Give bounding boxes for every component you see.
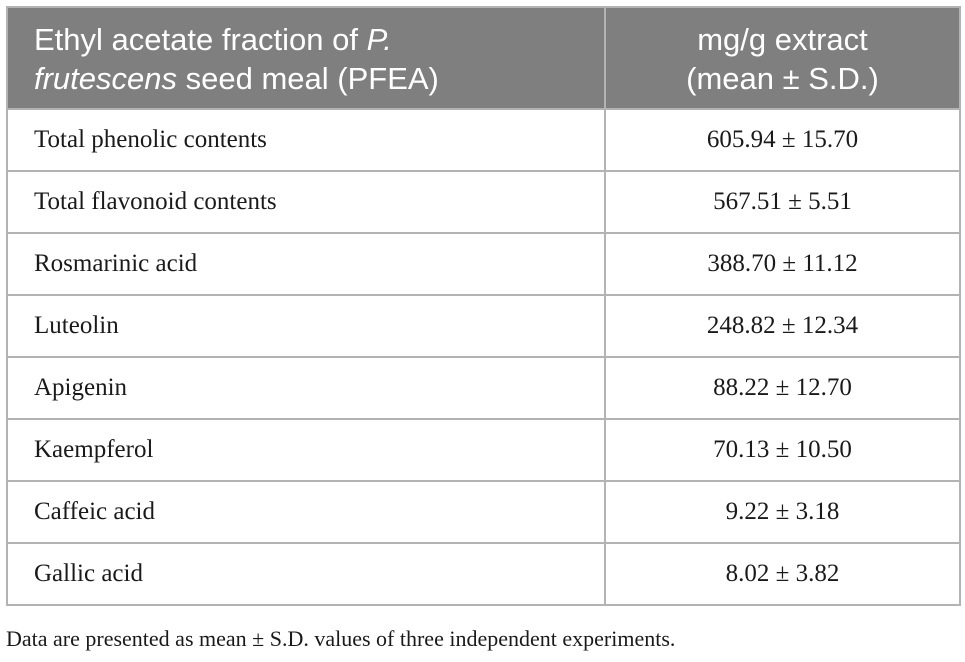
table-row: Luteolin 248.82 ± 12.34: [7, 294, 960, 357]
compound-value: 605.94 ± 15.70: [605, 108, 960, 171]
compound-value: 70.13 ± 10.50: [605, 418, 960, 481]
results-table: Ethyl acetate fraction of P. frutescens s…: [6, 6, 961, 606]
header-row: Ethyl acetate fraction of P. frutescens s…: [7, 7, 960, 109]
table-footnote: Data are presented as mean ± S.D. values…: [6, 626, 676, 651]
compound-name: Luteolin: [7, 294, 606, 357]
table-row: Total flavonoid contents 567.51 ± 5.51: [7, 170, 960, 233]
table-row: Kaempferol 70.13 ± 10.50: [7, 418, 960, 481]
table-row: Gallic acid 8.02 ± 3.82: [7, 542, 960, 605]
compound-value: 8.02 ± 3.82: [605, 542, 960, 605]
header-species-genus: P.: [366, 22, 392, 57]
compound-name: Apigenin: [7, 356, 606, 419]
compound-value: 9.22 ± 3.18: [605, 480, 960, 543]
table-container: Ethyl acetate fraction of P. frutescens s…: [6, 6, 961, 606]
compound-name: Rosmarinic acid: [7, 232, 606, 295]
compound-name: Kaempferol: [7, 418, 606, 481]
table-body: Total phenolic contents 605.94 ± 15.70 T…: [7, 108, 960, 605]
compound-name: Total phenolic contents: [7, 108, 606, 171]
compound-name: Caffeic acid: [7, 480, 606, 543]
compound-name: Gallic acid: [7, 542, 606, 605]
header-sample-text-2: seed meal (PFEA): [177, 61, 439, 96]
table-header: Ethyl acetate fraction of P. frutescens s…: [7, 7, 960, 109]
compound-value: 248.82 ± 12.34: [605, 294, 960, 357]
compound-value: 88.22 ± 12.70: [605, 356, 960, 419]
header-sample-text-1: Ethyl acetate fraction of: [34, 22, 367, 57]
header-species-epithet: frutescens: [34, 61, 178, 96]
header-value-column: mg/g extract (mean ± S.D.): [605, 7, 960, 109]
table-row: Caffeic acid 9.22 ± 3.18: [7, 480, 960, 543]
compound-value: 567.51 ± 5.51: [605, 170, 960, 233]
table-row: Total phenolic contents 605.94 ± 15.70: [7, 108, 960, 171]
compound-value: 388.70 ± 11.12: [605, 232, 960, 295]
header-sample-column: Ethyl acetate fraction of P. frutescens s…: [7, 7, 606, 109]
table-row: Apigenin 88.22 ± 12.70: [7, 356, 960, 419]
table-row: Rosmarinic acid 388.70 ± 11.12: [7, 232, 960, 295]
compound-name: Total flavonoid contents: [7, 170, 606, 233]
header-value-stat: (mean ± S.D.): [686, 61, 879, 96]
header-value-unit: mg/g extract: [697, 22, 868, 57]
